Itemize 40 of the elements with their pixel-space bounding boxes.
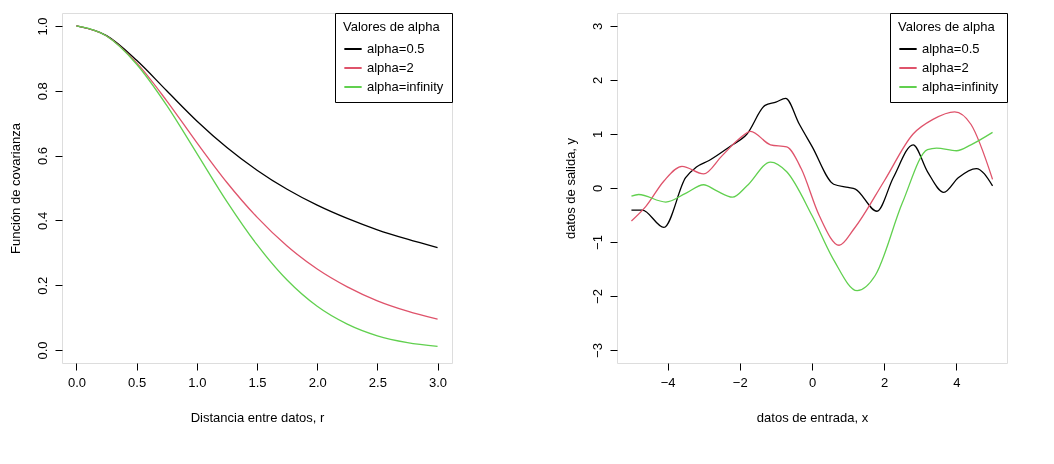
x-tick-label: 2.0	[308, 374, 327, 390]
y-tick-label: −1	[589, 235, 605, 250]
legend-label: alpha=0.5	[922, 41, 980, 56]
y-tick-label: 3	[589, 22, 605, 31]
x-tick-label: 2.5	[368, 374, 387, 390]
legend-label: alpha=2	[922, 60, 969, 75]
y-tick-label: 0.0	[34, 341, 50, 360]
x-tick-label: 1.0	[188, 374, 207, 390]
y-tick-label: 0	[589, 184, 605, 193]
legend-label: alpha=2	[367, 60, 414, 75]
x-tick-label: 2	[881, 374, 889, 390]
legend-label: alpha=infinity	[922, 79, 999, 94]
legend-title: Valores de alpha	[898, 19, 996, 34]
x-axis-title: Distancia entre datos, r	[190, 409, 325, 425]
y-tick-label: −2	[589, 289, 605, 304]
y-axis-title: datos de salida, y	[562, 137, 578, 240]
y-tick-label: 0.4	[34, 211, 50, 230]
y-tick-label: 2	[589, 76, 605, 85]
x-tick-label: 0.0	[67, 374, 86, 390]
x-tick-label: 3.0	[429, 374, 448, 390]
y-tick-label: 0.8	[34, 82, 50, 101]
x-tick-label: −2	[732, 374, 748, 390]
y-axis-title: Función de covarianza	[7, 122, 23, 254]
legend-label: alpha=infinity	[367, 79, 444, 94]
y-tick-label: 0.6	[34, 147, 50, 166]
y-tick-label: −3	[589, 343, 605, 358]
x-tick-label: 0	[808, 374, 817, 390]
line-series	[630, 131, 994, 292]
x-axis-title: datos de entrada, x	[756, 409, 869, 425]
y-tick-label: 0.2	[34, 276, 50, 295]
x-tick-label: 1.5	[248, 374, 267, 390]
x-tick-label: 0.5	[128, 374, 147, 390]
y-tick-label: 1.0	[34, 17, 50, 36]
legend-label: alpha=0.5	[367, 41, 425, 56]
legend-title: Valores de alpha	[343, 19, 441, 34]
line-series	[630, 97, 994, 229]
line-series	[630, 111, 994, 246]
x-tick-label: −4	[660, 374, 676, 390]
y-tick-label: 1	[589, 130, 605, 139]
x-tick-label: 4	[953, 374, 961, 390]
